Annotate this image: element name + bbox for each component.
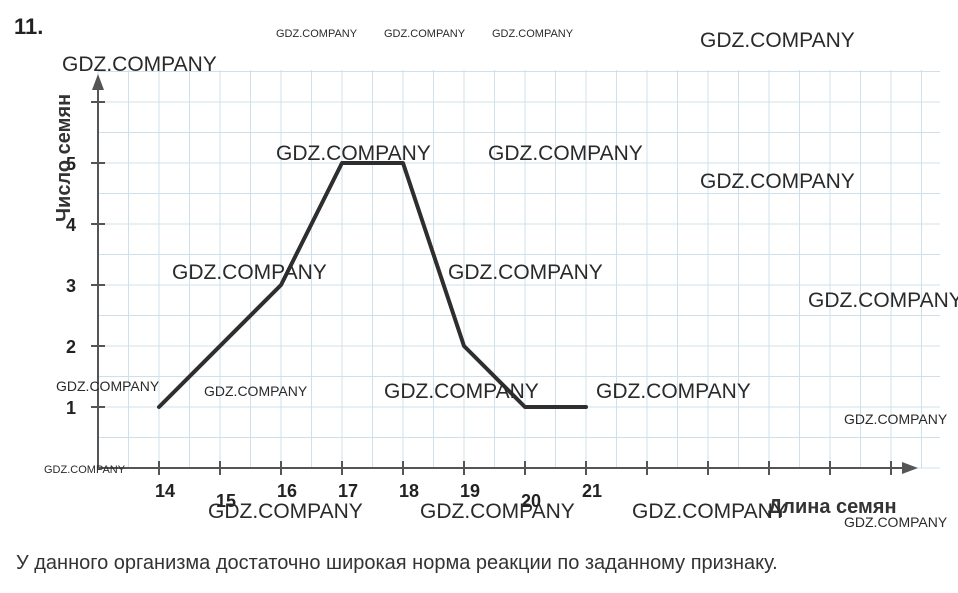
x-tick-label: 16 [277, 481, 297, 501]
tick-marks [91, 101, 892, 475]
y-axis-title: Число семян [53, 94, 75, 222]
x-axis-title: Длина семян [768, 496, 897, 518]
axes [92, 74, 918, 474]
x-tick-label: 15 [216, 491, 236, 511]
watermark-label: GDZ.COMPANY [844, 514, 948, 530]
x-tick-label: 18 [399, 481, 419, 501]
problem-number: 11. [14, 14, 44, 39]
watermark-label: GDZ.COMPANY [204, 383, 308, 399]
watermark-label: GDZ.COMPANY [808, 289, 958, 312]
watermark-label: GDZ.COMPANY [276, 28, 358, 40]
watermark-label: GDZ.COMPANY [208, 500, 363, 523]
series [157, 161, 588, 409]
watermark-label: GDZ.COMPANY [56, 378, 160, 394]
x-axis-arrow [902, 462, 918, 474]
conclusion-caption: У данного организма достаточно широкая н… [16, 552, 778, 574]
watermark-label: GDZ.COMPANY [44, 464, 126, 476]
watermark-label: GDZ.COMPANY [632, 500, 787, 523]
y-tick-label: 1 [66, 398, 76, 418]
y-axis-arrow [92, 74, 104, 90]
y-tick-label: 2 [66, 337, 76, 357]
grid [97, 70, 940, 469]
watermark-label: GDZ.COMPANY [448, 261, 603, 284]
x-tick-label: 17 [338, 481, 358, 501]
watermark-label: GDZ.COMPANY [384, 28, 466, 40]
watermark-label: GDZ.COMPANY [596, 380, 751, 403]
x-tick-label: 14 [155, 481, 175, 501]
watermark-label: GDZ.COMPANY [488, 142, 643, 165]
watermark-label: GDZ.COMPANY [844, 411, 948, 427]
watermark-label: GDZ.COMPANY [276, 142, 431, 165]
y-tick-label: 4 [66, 215, 76, 235]
x-tick-label: 21 [582, 481, 602, 501]
watermark-label: GDZ.COMPANY [62, 53, 217, 76]
y-tick-label: 3 [66, 276, 76, 296]
y-tick-label: 5 [66, 154, 76, 174]
x-tick-label: 19 [460, 481, 480, 501]
watermark-label: GDZ.COMPANY [420, 500, 575, 523]
x-tick-label: 20 [521, 491, 541, 511]
series-line [157, 161, 588, 409]
watermark-label: GDZ.COMPANY [172, 261, 327, 284]
watermark-label: GDZ.COMPANY [700, 170, 855, 193]
watermark-label: GDZ.COMPANY [700, 29, 855, 52]
watermark-label: GDZ.COMPANY [384, 380, 539, 403]
watermark-label: GDZ.COMPANY [492, 28, 574, 40]
watermark-label: GDZ.COMPANY [28, 543, 116, 545]
watermarks: GDZ.COMPANY GDZ.COMPANY GDZ.COMPANY GDZ.COM… [28, 28, 958, 545]
